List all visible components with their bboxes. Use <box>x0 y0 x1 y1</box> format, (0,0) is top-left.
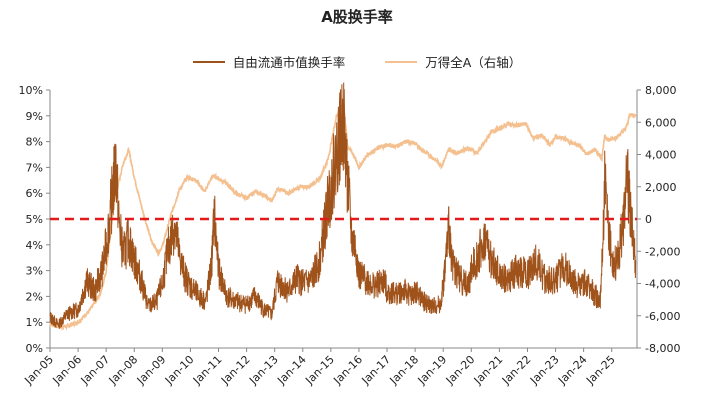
x-tick-label: Jan-19 <box>415 353 450 388</box>
x-tick-label: Jan-17 <box>359 353 394 388</box>
y-left-tick-label: 3% <box>26 265 43 278</box>
x-tick-label: Jan-25 <box>583 353 618 388</box>
y-right-tick-label: -2,000 <box>645 245 680 258</box>
series-layer <box>49 82 637 331</box>
y-right-tick-label: 8,000 <box>645 84 677 97</box>
legend-item-index: 万得全A（右轴） <box>385 52 521 71</box>
chart-title: A股换手率 <box>321 8 393 26</box>
y-right-tick-label: -4,000 <box>645 278 680 291</box>
y-right-tick-label: 0 <box>645 213 652 226</box>
x-tick-label: Jan-15 <box>302 353 337 388</box>
legend-swatch-turnover <box>192 60 225 63</box>
x-tick-label: Jan-10 <box>162 353 197 388</box>
x-tick-label: Jan-07 <box>78 353 113 388</box>
x-tick-label: Jan-14 <box>274 353 309 388</box>
y-right-tick-label: 4,000 <box>645 149 677 162</box>
y-right-tick-label: -6,000 <box>645 310 680 323</box>
x-tick-label: Jan-16 <box>330 353 365 388</box>
y-left-tick-label: 1% <box>26 316 43 329</box>
x-tick-label: Jan-21 <box>471 353 506 388</box>
legend-swatch-index <box>385 60 418 63</box>
legend: 自由流通市值换手率 万得全A（右轴） <box>0 52 714 71</box>
x-tick-label: Jan-13 <box>246 353 281 388</box>
x-tick-label: Jan-05 <box>22 353 57 388</box>
x-tick-label: Jan-18 <box>387 353 422 388</box>
y-left-tick-label: 10% <box>19 84 43 97</box>
x-tick-label: Jan-12 <box>218 353 253 388</box>
ticks-layer: 0% 1% 2% 3% 4% 5% 6% 7% 8% 9% 10% -8,000 -6,000 -4,00… <box>19 84 681 388</box>
y-left-tick-label: 9% <box>26 110 43 123</box>
x-tick-label: Jan-06 <box>50 353 85 388</box>
y-right-tick-label: 2,000 <box>645 181 677 194</box>
x-tick-label: Jan-11 <box>190 353 225 388</box>
y-left-tick-label: 6% <box>26 187 43 200</box>
x-tick-label: Jan-09 <box>134 353 169 388</box>
y-left-tick-label: 4% <box>26 239 43 252</box>
series-line-turnover <box>49 82 637 329</box>
x-tick-label: Jan-22 <box>499 353 534 388</box>
x-tick-label: Jan-23 <box>527 353 562 388</box>
y-left-tick-label: 7% <box>26 161 43 174</box>
x-tick-label: Jan-20 <box>443 353 478 388</box>
y-left-tick-label: 0% <box>26 342 43 355</box>
x-tick-label: Jan-08 <box>106 353 141 388</box>
y-left-tick-label: 5% <box>26 213 43 226</box>
legend-label-index: 万得全A（右轴） <box>425 55 522 70</box>
x-tick-label: Jan-24 <box>555 353 590 388</box>
y-right-tick-label: -8,000 <box>645 342 680 355</box>
legend-label-turnover: 自由流通市值换手率 <box>232 55 346 70</box>
y-left-tick-label: 2% <box>26 290 43 303</box>
y-left-tick-label: 8% <box>26 136 43 149</box>
legend-item-turnover: 自由流通市值换手率 <box>192 52 346 71</box>
y-right-tick-label: 6,000 <box>645 116 677 129</box>
